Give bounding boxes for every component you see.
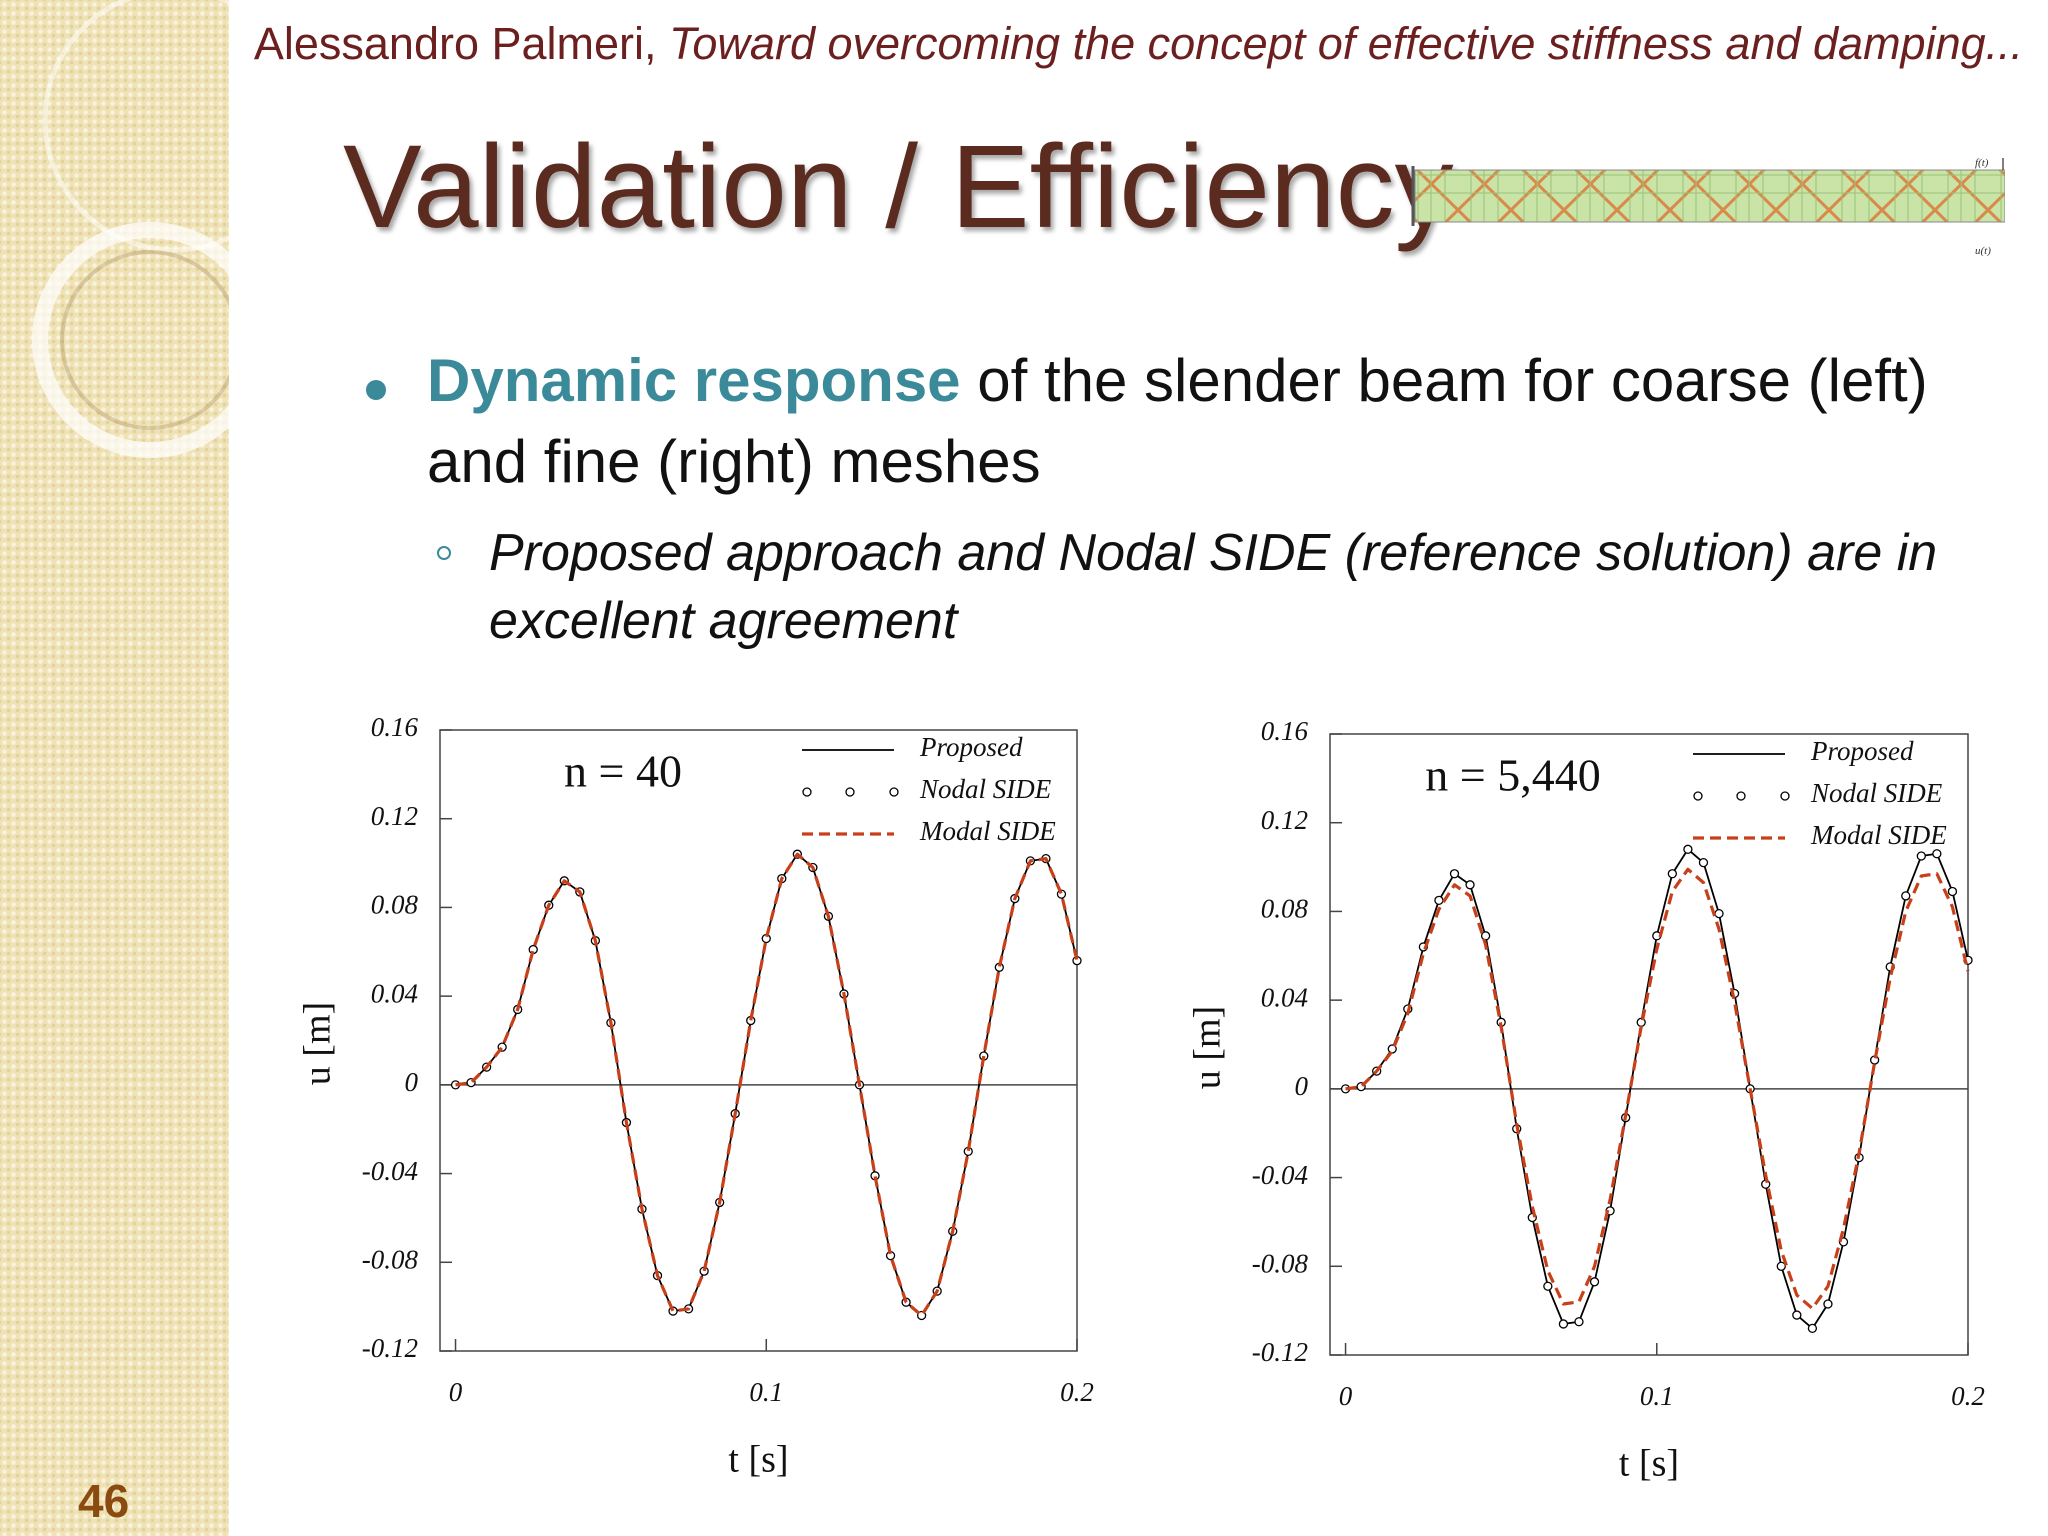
legend-label: Nodal SIDE <box>919 774 1052 804</box>
data-point <box>1901 891 1911 901</box>
legend-marker <box>802 787 812 797</box>
sidebar-decoration <box>32 0 229 458</box>
y-axis-label: u [m] <box>297 1002 339 1085</box>
data-point <box>1574 1317 1584 1327</box>
beam-mesh <box>1414 169 2005 223</box>
slide-number: 46 <box>78 1475 130 1527</box>
y-tick-label: -0.04 <box>1252 1160 1308 1190</box>
y-tick-label: -0.12 <box>1252 1337 1308 1367</box>
legend-label: Modal SIDE <box>1810 820 1947 850</box>
bullet-highlight: Dynamic response <box>427 347 961 414</box>
ring-decoration <box>60 250 229 430</box>
data-point <box>1823 1299 1833 1309</box>
force-label: f(t) <box>1975 158 1989 169</box>
y-tick-label: 0.12 <box>1261 805 1308 835</box>
bullet-dot <box>366 380 386 400</box>
data-point <box>1449 869 1460 879</box>
annotation: n = 5,440 <box>1425 750 1600 801</box>
legend-marker <box>845 787 855 797</box>
legend-marker <box>1780 791 1790 801</box>
x-axis-label: t [s] <box>1619 1443 1679 1485</box>
legend-label: Proposed <box>1810 736 1914 766</box>
y-tick-label: -0.08 <box>362 1244 419 1274</box>
series-line <box>1345 867 1970 1311</box>
y-tick-label: -0.04 <box>362 1156 418 1186</box>
plot-frame <box>1329 733 1969 1356</box>
y-tick-label: -0.08 <box>1252 1248 1309 1278</box>
data-point <box>1434 895 1444 905</box>
data-point <box>1807 1323 1818 1334</box>
y-tick-label: 0.16 <box>371 712 419 742</box>
series-line <box>455 852 1079 1318</box>
y-tick-label: 0.04 <box>1261 982 1308 1012</box>
x-tick-label: 0.1 <box>1640 1381 1674 1411</box>
header: Alessandro Palmeri, Toward overcoming th… <box>229 14 2048 74</box>
bullet: Dynamic response of the slender beam for… <box>427 340 2027 502</box>
data-point <box>1698 857 1709 868</box>
legend-label: Nodal SIDE <box>1810 778 1943 808</box>
data-point <box>1932 849 1942 859</box>
data-point <box>1465 880 1475 890</box>
y-tick-label: 0.08 <box>1261 894 1309 924</box>
data-point <box>1589 1277 1600 1287</box>
sub-bullet-ring <box>437 546 451 560</box>
plot-frame <box>439 729 1078 1352</box>
bullet-text: of the slender beam for coarse (left) an… <box>427 347 1928 495</box>
data-point <box>1558 1319 1569 1329</box>
legend-marker <box>1736 791 1746 801</box>
x-axis-label: t [s] <box>728 1439 788 1481</box>
paper-title: Toward overcoming the concept of effecti… <box>669 18 2024 69</box>
data-point <box>1792 1310 1802 1320</box>
x-tick-label: 0.1 <box>749 1377 783 1407</box>
y-tick-label: 0.08 <box>371 890 419 920</box>
ring-decoration <box>42 0 229 253</box>
x-tick-label: 0.2 <box>1060 1377 1094 1407</box>
legend-marker <box>889 787 899 797</box>
ring-decoration <box>32 222 229 458</box>
annotation: n = 40 <box>564 746 682 797</box>
y-tick-label: 0.16 <box>1261 716 1309 746</box>
slide-title: Validation / Efficiency <box>343 121 1454 253</box>
data-point <box>1947 886 1958 897</box>
legend-marker <box>1693 791 1703 801</box>
data-point <box>1543 1281 1553 1291</box>
legend-label: Proposed <box>919 732 1023 762</box>
y-tick-label: -0.12 <box>362 1333 418 1363</box>
sidebar <box>0 0 229 1536</box>
y-tick-label: 0.04 <box>371 978 418 1008</box>
data-point <box>1714 908 1724 919</box>
displacement-label: u(t) <box>1975 245 1991 257</box>
x-tick-label: 0 <box>1339 1381 1353 1411</box>
x-tick-label: 0 <box>449 1377 463 1407</box>
y-axis-label: u [m] <box>1187 1006 1229 1089</box>
data-point <box>1683 844 1693 854</box>
data-point <box>1667 869 1677 879</box>
data-point <box>1776 1261 1786 1271</box>
beam-figure: f(t) u(t) <box>1411 158 2005 257</box>
author: Alessandro Palmeri, <box>253 18 657 69</box>
data-point <box>1916 851 1926 861</box>
sub-bullet: Proposed approach and Nodal SIDE (refere… <box>489 524 1938 650</box>
x-tick-label: 0.2 <box>1951 1381 1985 1411</box>
y-tick-label: 0 <box>1295 1071 1309 1101</box>
y-tick-label: 0.12 <box>371 801 418 831</box>
legend-label: Modal SIDE <box>919 816 1056 846</box>
y-tick-label: 0 <box>405 1067 419 1097</box>
